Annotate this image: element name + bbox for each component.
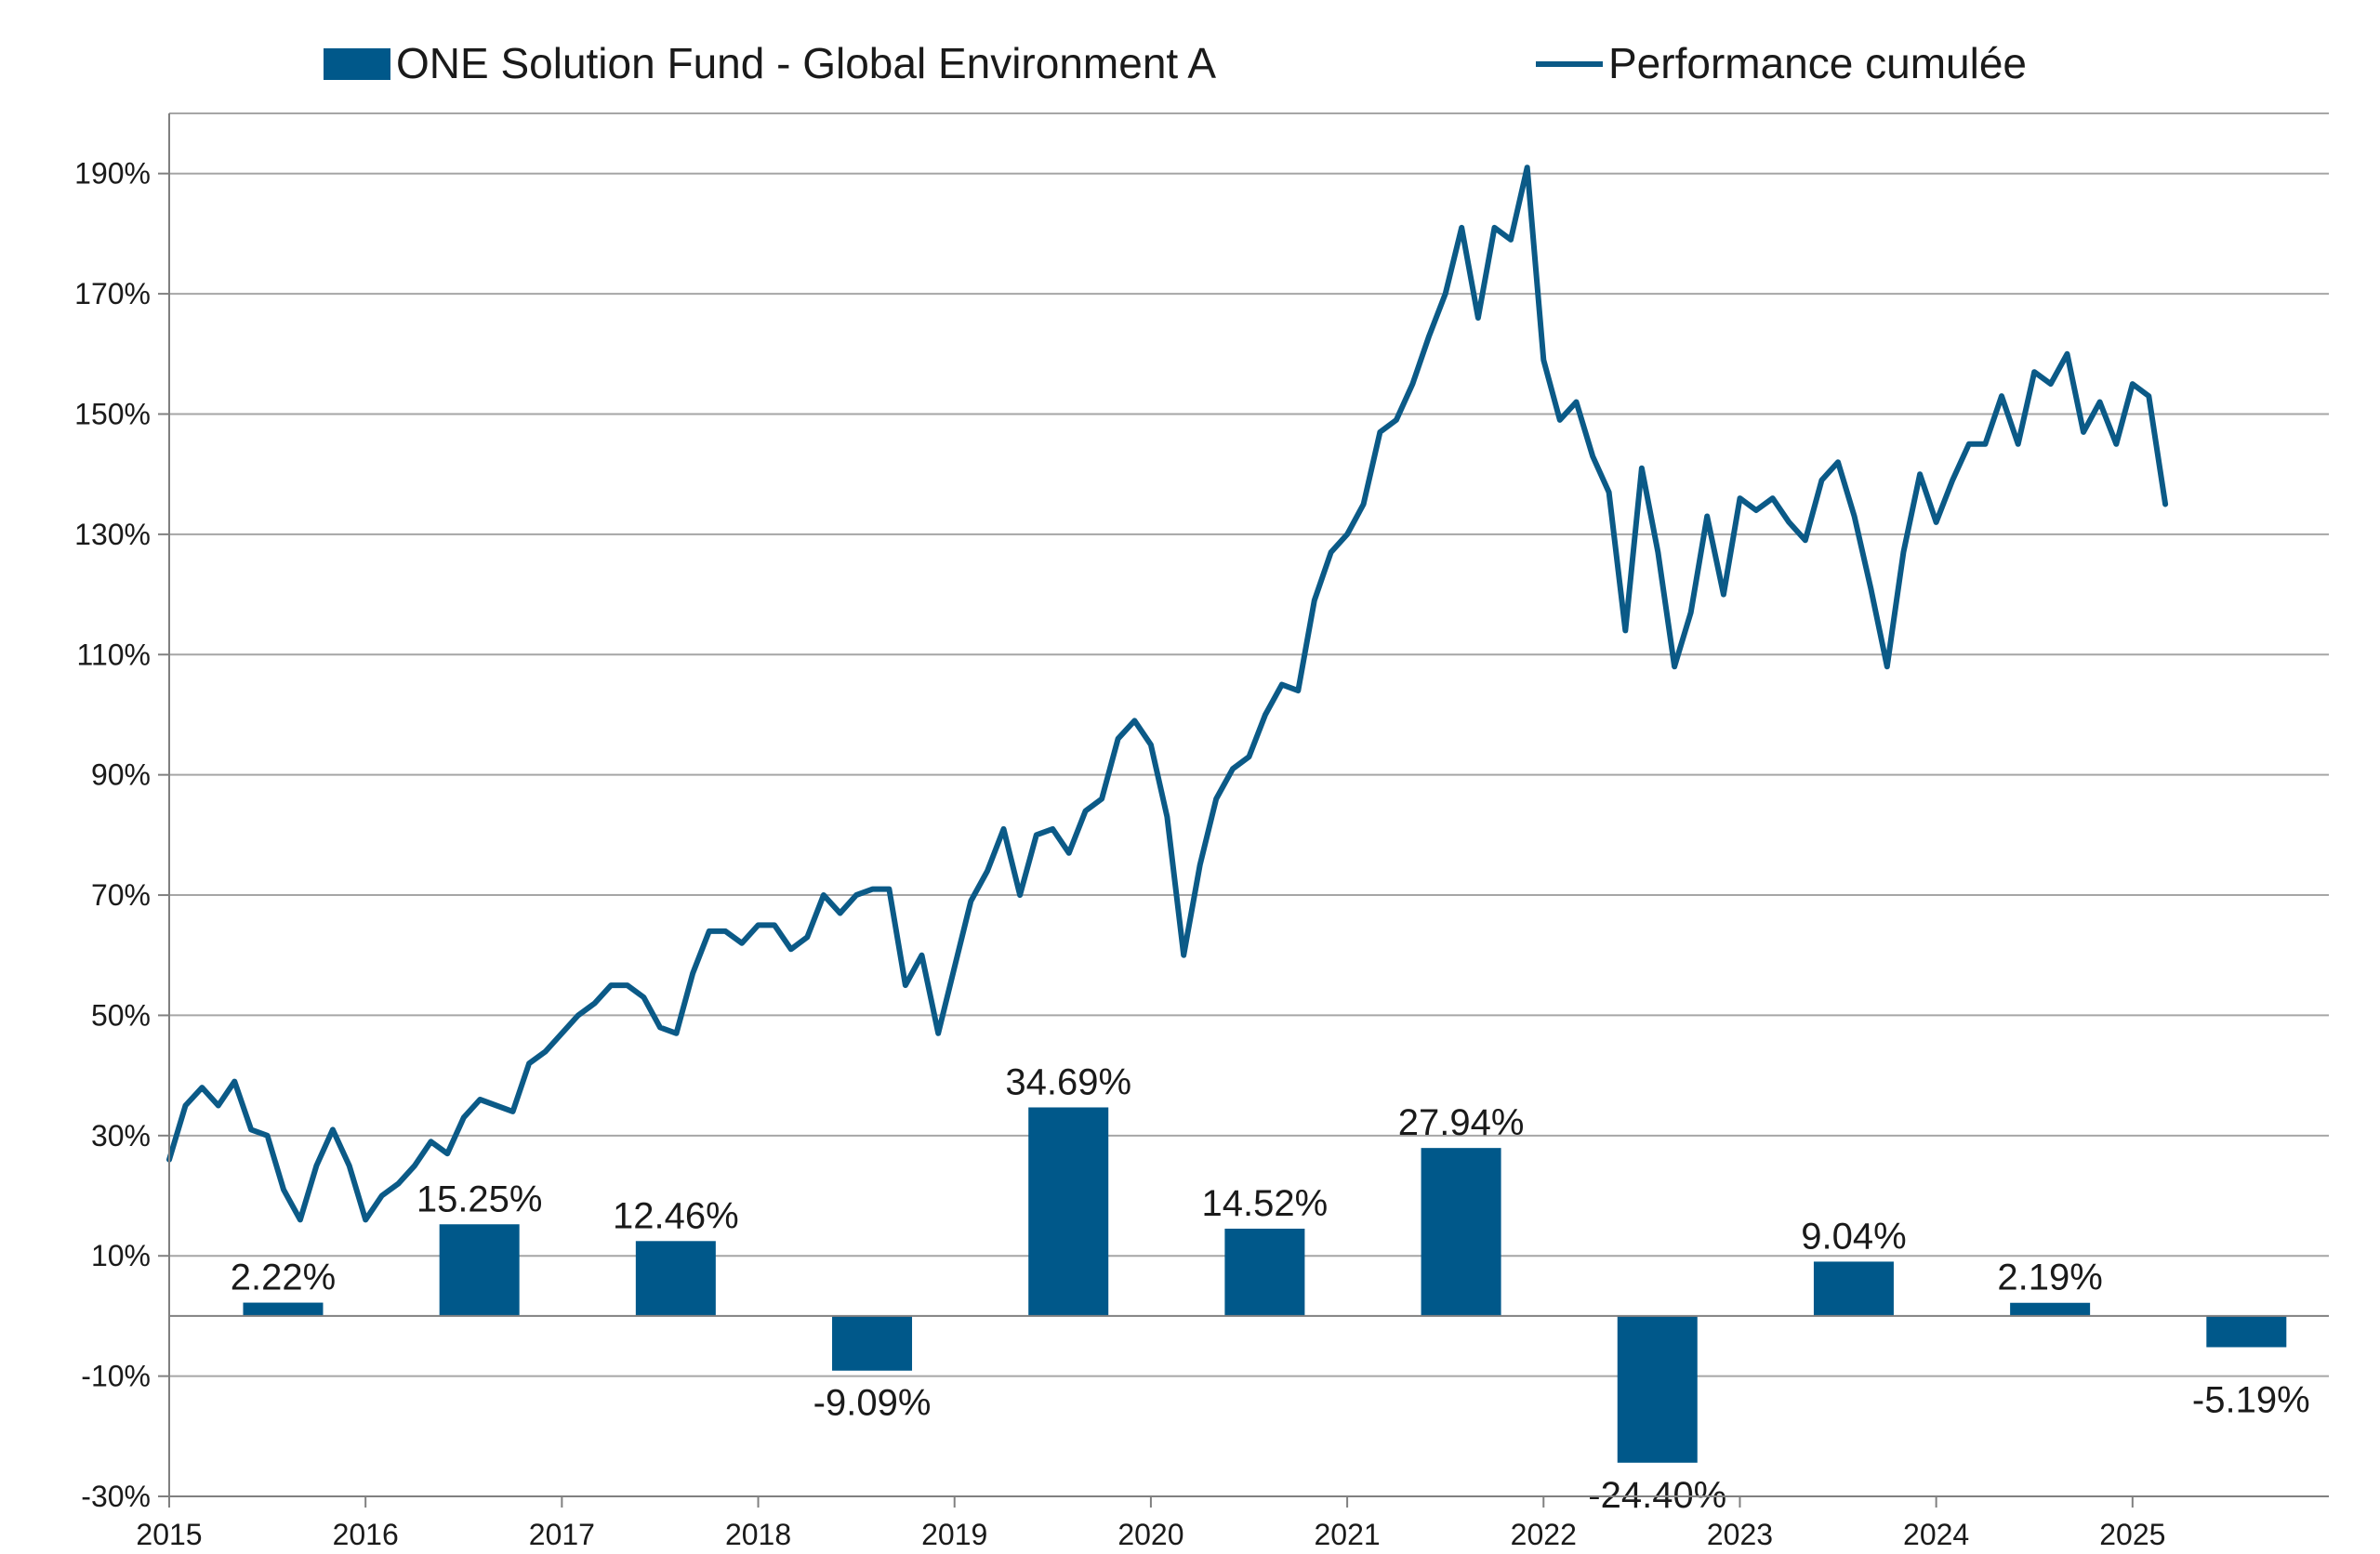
bar-value-label: 9.04% bbox=[1801, 1216, 1906, 1257]
bar bbox=[2010, 1302, 2091, 1316]
y-tick-label: 110% bbox=[77, 638, 151, 671]
x-tick-label: 2015 bbox=[136, 1518, 202, 1551]
x-tick-label: 2025 bbox=[2099, 1518, 2165, 1551]
bar bbox=[439, 1224, 520, 1316]
bar-value-label: 34.69% bbox=[1005, 1061, 1131, 1102]
legend-bar-label: ONE Solution Fund - Global Environment A bbox=[396, 39, 1216, 87]
legend: ONE Solution Fund - Global Environment A… bbox=[324, 39, 2027, 87]
x-tick-label: 2022 bbox=[1511, 1518, 1577, 1551]
y-tick-label: 90% bbox=[91, 758, 151, 792]
bar-value-label: -24.40% bbox=[1588, 1475, 1726, 1516]
bar-value-label: 12.46% bbox=[613, 1195, 739, 1236]
bar-value-label: 27.94% bbox=[1398, 1102, 1525, 1143]
bar-value-label: 14.52% bbox=[1202, 1183, 1329, 1224]
bar bbox=[1617, 1315, 1698, 1463]
bar bbox=[2206, 1315, 2287, 1348]
y-tick-label: -30% bbox=[81, 1480, 151, 1513]
bar-value-label: -5.19% bbox=[2192, 1379, 2310, 1420]
x-tick-label: 2019 bbox=[921, 1518, 987, 1551]
x-tick-label: 2021 bbox=[1314, 1518, 1380, 1551]
y-tick-label: 50% bbox=[91, 998, 151, 1032]
y-tick-label: 70% bbox=[91, 878, 151, 912]
bar-layer bbox=[243, 1107, 2287, 1463]
line-layer bbox=[166, 165, 2169, 1223]
y-tick-label: 170% bbox=[74, 277, 151, 310]
bar bbox=[1813, 1261, 1894, 1316]
bar bbox=[635, 1241, 716, 1316]
bar bbox=[243, 1302, 324, 1316]
bar-value-label: 2.22% bbox=[231, 1258, 336, 1298]
x-tick-label: 2018 bbox=[725, 1518, 791, 1551]
bar-value-label: 15.25% bbox=[416, 1179, 543, 1219]
cumulative-line bbox=[166, 165, 2169, 1223]
legend-line-label: Performance cumulée bbox=[1608, 39, 2027, 87]
y-tick-label: -10% bbox=[81, 1360, 151, 1393]
x-tick-label: 2020 bbox=[1117, 1518, 1183, 1551]
bar bbox=[1224, 1228, 1305, 1316]
x-tick-label: 2024 bbox=[1903, 1518, 1969, 1551]
y-tick-label: 30% bbox=[91, 1119, 151, 1152]
y-tick-label: 10% bbox=[91, 1239, 151, 1272]
y-tick-label: 190% bbox=[74, 157, 151, 191]
legend-bar-swatch bbox=[324, 48, 390, 80]
bar bbox=[832, 1315, 913, 1371]
axis-layer: -30% -10% 10% 30% 50% 70% 90% 110% 130% 150% 170% 1… bbox=[74, 113, 2329, 1551]
x-tick-label: 2017 bbox=[529, 1518, 595, 1551]
y-tick-label: 150% bbox=[74, 397, 151, 430]
bar bbox=[1028, 1107, 1109, 1316]
bar bbox=[1421, 1148, 1501, 1316]
label-layer: 2.22% 15.25% 12.46% -9.09% 34.69% 14.52% 27.94… bbox=[231, 1061, 2310, 1515]
bar-value-label: -9.09% bbox=[813, 1383, 932, 1424]
x-tick-label: 2023 bbox=[1707, 1518, 1773, 1551]
y-tick-label: 130% bbox=[74, 518, 151, 551]
bar-value-label: 2.19% bbox=[1997, 1258, 2102, 1298]
grid-layer bbox=[169, 112, 2329, 1497]
x-tick-label: 2016 bbox=[333, 1518, 399, 1551]
